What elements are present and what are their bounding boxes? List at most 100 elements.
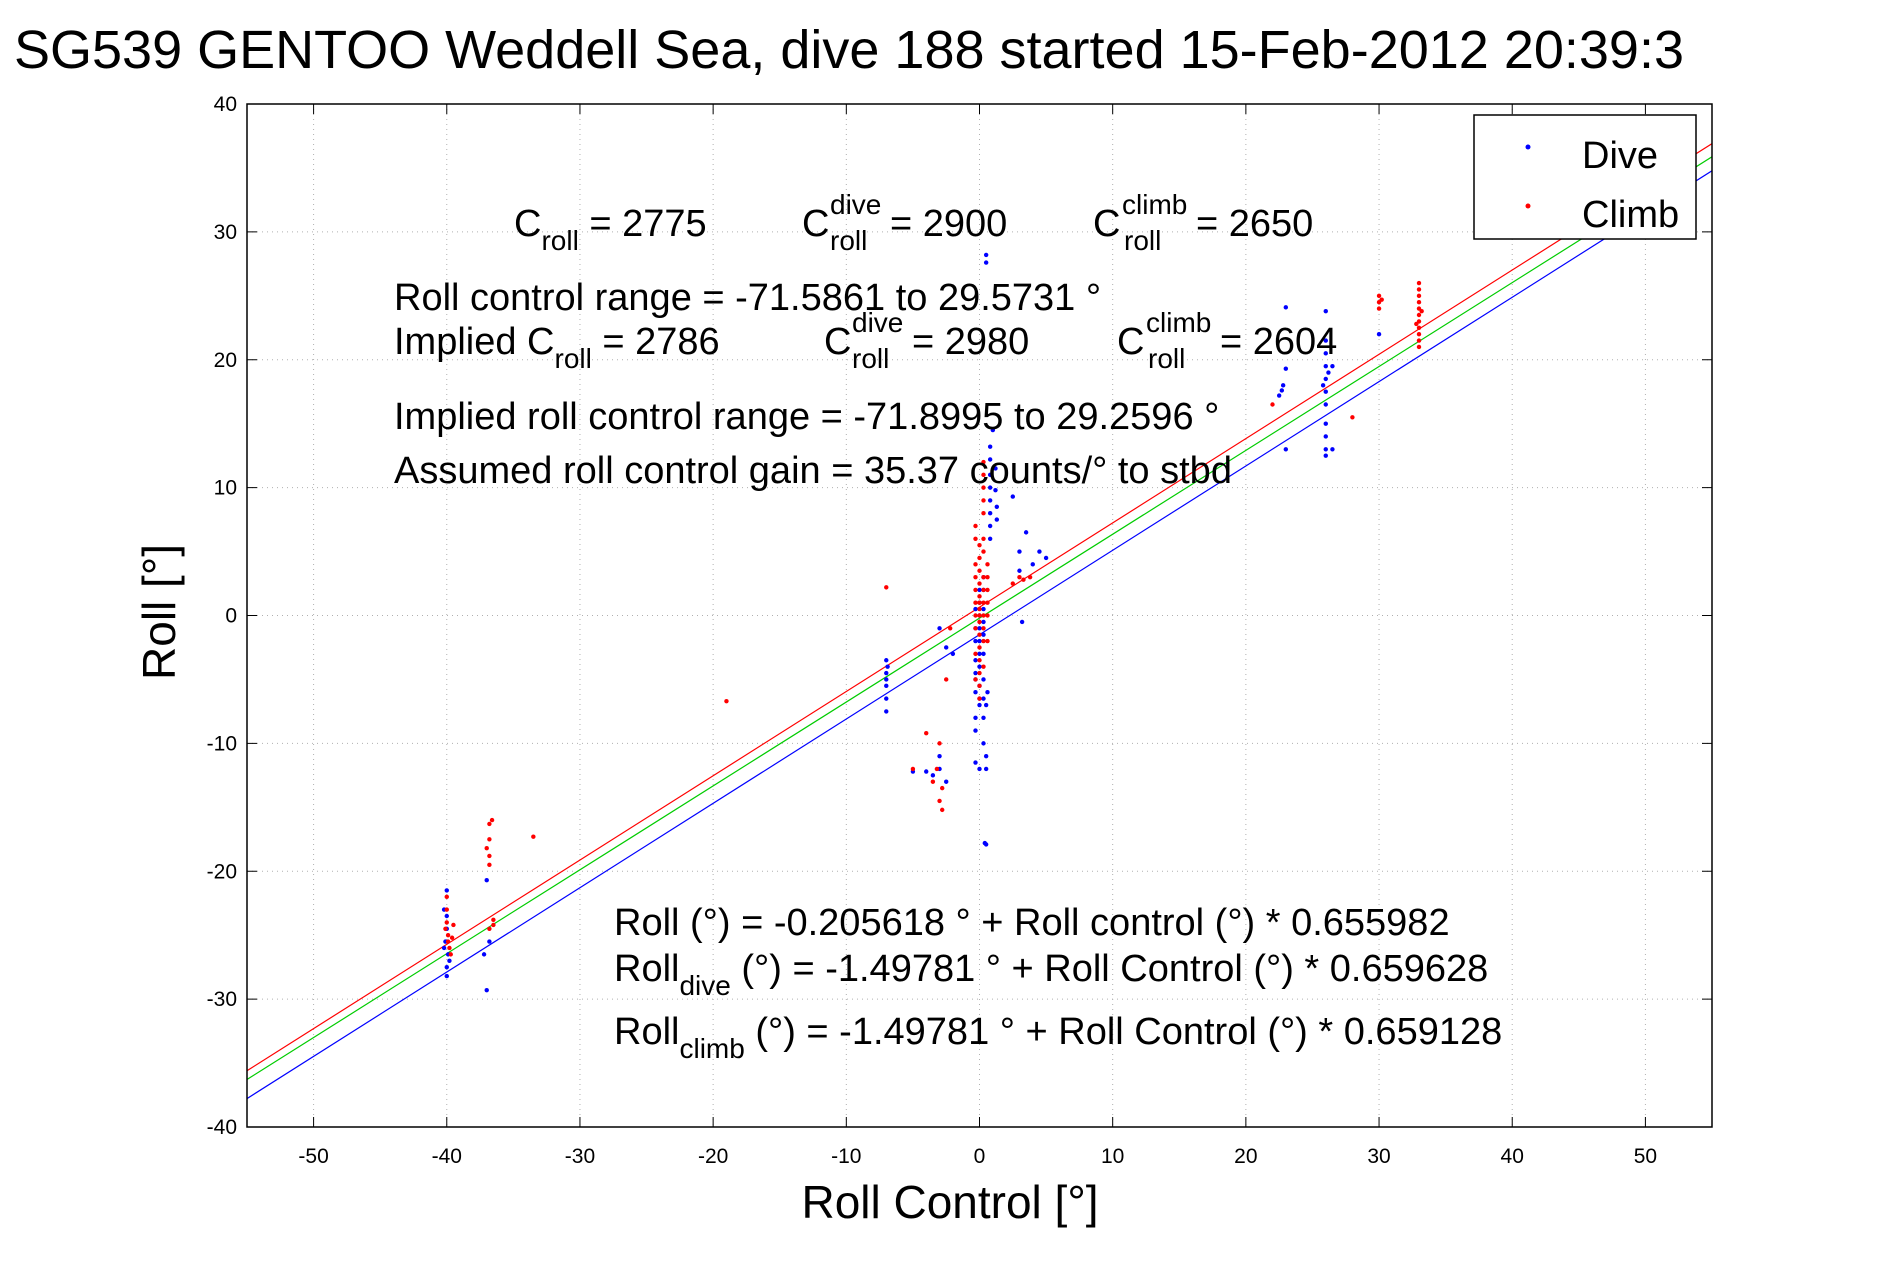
data-point [444,964,449,970]
y-tick-label: -30 [207,988,237,1011]
data-point [973,523,978,529]
annotation-implied-croll-climb: C climb roll = 2604 [1117,307,1337,374]
plot-frame [246,103,1713,1128]
data-point [1330,447,1335,452]
data-point [977,594,982,599]
data-point [977,632,982,637]
data-point [451,922,456,928]
data-point [1323,447,1328,452]
y-axis-title: Roll [°] [133,544,185,680]
x-axis-title: Roll Control [°] [801,1176,1098,1228]
data-point [491,922,496,928]
svg-text:= 2604: = 2604 [1220,321,1337,363]
data-point [1376,293,1382,299]
data-point [987,485,993,490]
data-point [981,459,986,465]
x-tick-label: -20 [698,1145,728,1168]
data-point [973,677,978,682]
data-point [1416,293,1422,299]
y-tick-label: -40 [207,1116,237,1139]
svg-text:roll: roll [830,225,867,256]
svg-text:C: C [1093,203,1120,245]
data-point [1283,447,1289,452]
data-points [441,252,1424,993]
data-point [1010,494,1015,499]
data-point [444,973,449,979]
data-point [937,741,942,746]
data-point [1017,574,1022,580]
data-point [884,709,889,714]
data-point [977,568,982,573]
data-point [940,807,945,813]
annotation-implied-croll: Implied Croll = 2786 [394,321,720,374]
data-point [1416,344,1422,350]
svg-text:dive: dive [852,307,903,338]
data-point [1414,321,1419,327]
data-point [1416,280,1422,286]
data-point [885,664,890,669]
data-point [985,562,990,567]
data-point [981,485,986,490]
y-tick-label: 0 [225,605,237,628]
data-point [973,715,978,720]
data-point [1323,338,1328,343]
data-point [973,670,978,676]
data-point [983,252,989,258]
data-point [531,834,536,839]
data-point [940,785,945,791]
data-point [1323,402,1328,407]
data-point [973,760,978,765]
data-point [944,677,949,682]
data-point [981,696,986,701]
data-point [1320,383,1326,388]
fit-line [247,156,1712,1080]
y-tick-label: 30 [214,221,237,244]
data-point [1330,363,1335,369]
data-point [977,587,982,593]
data-point [987,511,993,516]
data-point [1027,574,1033,580]
data-point [1379,297,1384,302]
data-point [489,817,495,823]
annotation-gain: Assumed roll control gain = 35.37 counts… [394,450,1232,492]
chart-title: SG539 GENTOO Weddell Sea, dive 188 start… [14,20,1684,80]
annotation-implied-croll-dive: C dive roll = 2980 [824,307,1029,374]
data-point [884,670,889,676]
data-point [937,753,942,759]
data-point [987,536,993,541]
x-tick-label: 20 [1234,1145,1257,1168]
data-point [1023,530,1029,535]
annotation-fit-all: Roll (°) = -0.205618 ° + Roll control (°… [614,902,1450,944]
data-point [985,600,990,605]
svg-text:roll: roll [1148,343,1185,374]
data-point [1279,388,1285,393]
data-point [973,606,978,612]
data-point [1043,555,1049,561]
annotation-implied-range: Implied roll control range = -71.8995 to… [394,396,1219,438]
y-tick-label: -10 [207,732,237,755]
data-point [1323,389,1328,394]
data-point [985,613,990,618]
data-point [983,260,989,265]
annotation-croll: Croll = 2775 [514,203,707,256]
svg-text:C: C [802,203,829,245]
data-point [937,626,942,631]
data-point [444,913,449,919]
x-tick-label: 10 [1101,1145,1124,1168]
annotation-fit-climb: Rollclimb (°) = -1.49781 ° + Roll Contro… [614,1011,1502,1064]
data-point [981,626,986,631]
data-point [487,853,492,859]
data-point [1019,619,1025,625]
data-point [973,613,978,618]
data-point [987,457,993,462]
svg-text:Implied Croll = 2786: Implied Croll = 2786 [394,321,720,374]
data-point [1323,363,1328,369]
data-point [1270,402,1275,407]
data-point [449,935,455,940]
data-point [1416,312,1422,318]
data-point [924,769,929,774]
data-point [983,766,989,772]
data-point [987,444,993,449]
data-point [977,702,982,708]
data-point [447,958,452,963]
